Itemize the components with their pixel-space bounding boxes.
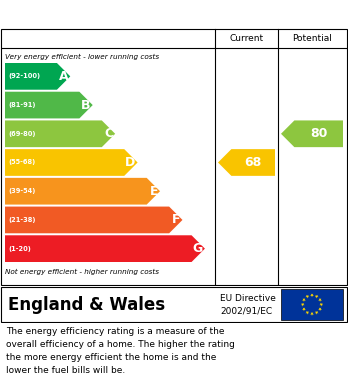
- Text: E: E: [150, 185, 158, 198]
- Text: 80: 80: [310, 127, 327, 140]
- Text: (92-100): (92-100): [8, 74, 40, 79]
- Text: (55-68): (55-68): [8, 160, 35, 165]
- Polygon shape: [5, 178, 160, 204]
- Polygon shape: [319, 303, 323, 307]
- Polygon shape: [5, 235, 205, 262]
- Polygon shape: [302, 298, 306, 302]
- Polygon shape: [315, 295, 318, 298]
- Text: B: B: [81, 99, 91, 111]
- Text: EU Directive: EU Directive: [220, 294, 276, 303]
- Text: Very energy efficient - lower running costs: Very energy efficient - lower running co…: [5, 54, 159, 60]
- Polygon shape: [306, 311, 309, 315]
- Polygon shape: [5, 92, 93, 118]
- Text: England & Wales: England & Wales: [8, 296, 165, 314]
- Text: C: C: [104, 127, 113, 140]
- Polygon shape: [5, 63, 70, 90]
- Text: Energy Efficiency Rating: Energy Efficiency Rating: [69, 7, 279, 22]
- Polygon shape: [5, 206, 182, 233]
- Polygon shape: [310, 312, 314, 316]
- Text: Not energy efficient - higher running costs: Not energy efficient - higher running co…: [5, 269, 159, 275]
- Polygon shape: [318, 307, 322, 311]
- Text: The energy efficiency rating is a measure of the
overall efficiency of a home. T: The energy efficiency rating is a measur…: [6, 327, 235, 375]
- Text: (39-54): (39-54): [8, 188, 35, 194]
- Text: 68: 68: [245, 156, 262, 169]
- Polygon shape: [310, 294, 314, 297]
- Text: (1-20): (1-20): [8, 246, 31, 252]
- Polygon shape: [315, 311, 318, 315]
- Text: A: A: [59, 70, 68, 83]
- Text: (81-91): (81-91): [8, 102, 35, 108]
- Polygon shape: [5, 149, 137, 176]
- Text: 2002/91/EC: 2002/91/EC: [220, 307, 272, 316]
- Text: (21-38): (21-38): [8, 217, 35, 223]
- Polygon shape: [281, 120, 343, 147]
- Bar: [281, 289, 343, 320]
- Text: (69-80): (69-80): [8, 131, 35, 137]
- Text: Current: Current: [229, 34, 263, 43]
- Polygon shape: [301, 303, 304, 307]
- Text: F: F: [172, 213, 181, 226]
- Polygon shape: [5, 120, 115, 147]
- Polygon shape: [318, 298, 322, 302]
- Text: G: G: [193, 242, 203, 255]
- Text: Potential: Potential: [292, 34, 332, 43]
- Polygon shape: [302, 307, 306, 311]
- Polygon shape: [218, 149, 275, 176]
- Polygon shape: [306, 295, 309, 298]
- Text: D: D: [125, 156, 136, 169]
